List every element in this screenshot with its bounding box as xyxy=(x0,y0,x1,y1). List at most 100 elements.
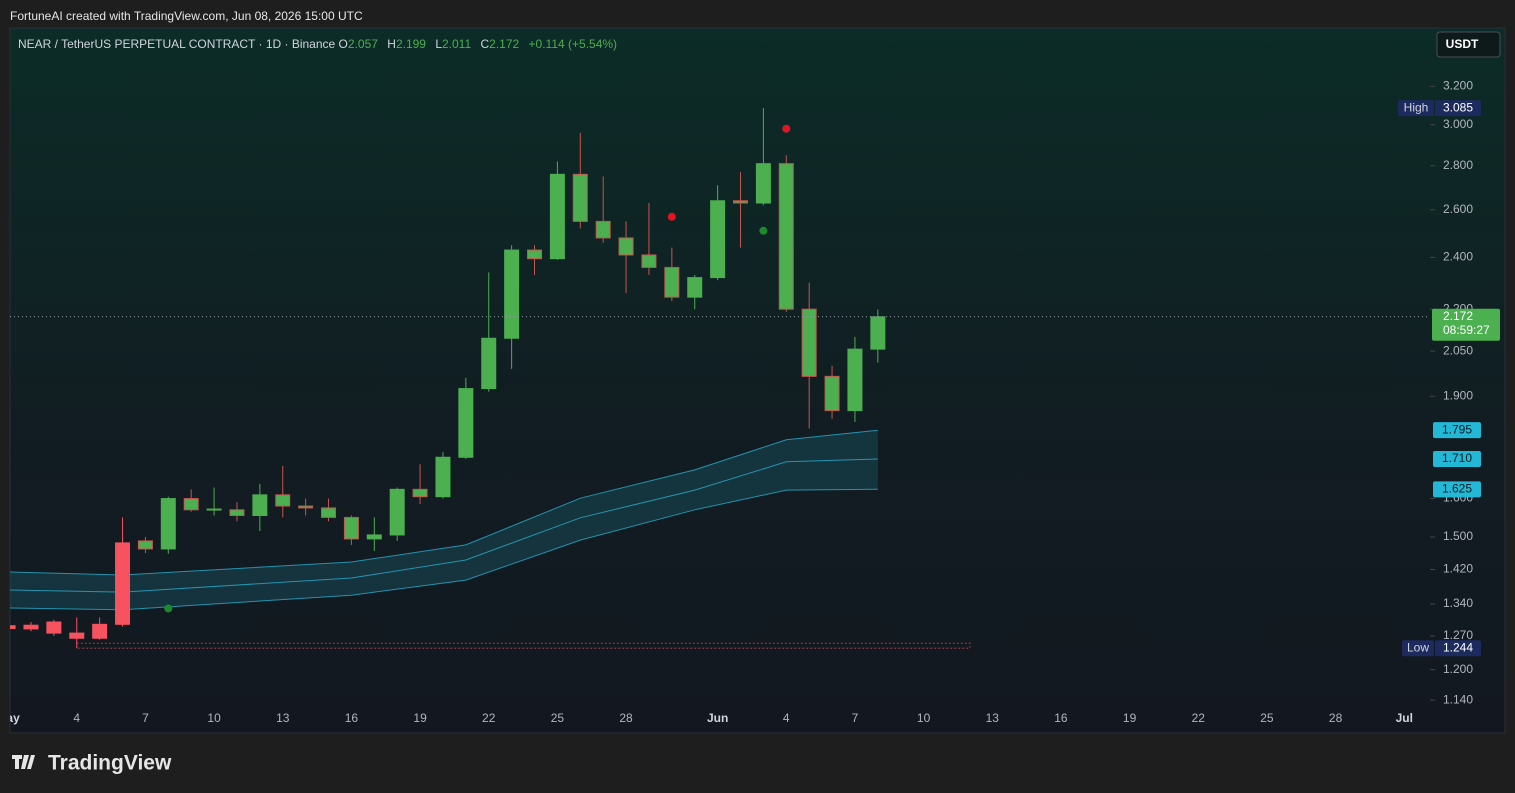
x-tick-label: 13 xyxy=(986,711,1000,725)
ribbon-price-box xyxy=(1433,422,1481,439)
candle-body xyxy=(10,625,16,629)
low-price-label: 1.244 xyxy=(1443,640,1473,654)
brand-logo xyxy=(12,755,35,769)
open-value: 2.057 xyxy=(347,37,378,51)
y-tick-label: 1.500 xyxy=(1443,529,1473,543)
close-label: C xyxy=(480,37,490,51)
candle-body xyxy=(778,163,794,310)
signal-dot xyxy=(759,226,768,235)
high-label: H xyxy=(387,37,396,51)
ribbon-price-label: 1.710 xyxy=(1442,451,1472,465)
y-tick-label: 1.900 xyxy=(1443,389,1473,403)
x-tick-label: 25 xyxy=(551,711,565,725)
x-tick-label: Jul xyxy=(1396,711,1413,725)
x-tick-label: 16 xyxy=(345,711,359,725)
candle-body xyxy=(23,624,39,630)
legend: NEAR / TetherUS PERPETUAL CONTRACT · 1D … xyxy=(18,37,623,51)
credit: FortuneAI created with TradingView.com, … xyxy=(10,9,363,23)
candle-body xyxy=(870,316,886,350)
x-tick-label: 13 xyxy=(276,711,290,725)
candle-body xyxy=(733,200,749,204)
y-tick-label: 2.800 xyxy=(1443,158,1473,172)
candle-body xyxy=(366,534,382,540)
candle-body xyxy=(206,508,222,511)
ribbon-price-label: 1.625 xyxy=(1442,482,1472,496)
candle-body xyxy=(229,509,245,517)
x-tick-label: 4 xyxy=(783,711,790,725)
currency-button[interactable] xyxy=(1436,31,1501,58)
signal-dot xyxy=(782,124,791,133)
symbol: NEAR / TetherUS PERPETUAL CONTRACT · 1D … xyxy=(18,37,336,51)
y-tick-label: 1.270 xyxy=(1443,628,1473,642)
high-price-box xyxy=(1435,100,1481,117)
x-tick-label: 10 xyxy=(207,711,221,725)
candle-body xyxy=(641,254,657,268)
high-price-label: 3.085 xyxy=(1443,100,1473,114)
candle-body xyxy=(160,498,176,550)
candle-body xyxy=(115,542,131,625)
x-tick-label: Jun xyxy=(707,711,728,725)
x-tick-label: 19 xyxy=(1123,711,1137,725)
low-value: 2.011 xyxy=(442,37,472,51)
x-tick-label: 16 xyxy=(1054,711,1068,725)
candle-body xyxy=(298,505,314,509)
candle-body xyxy=(343,516,359,540)
low-price-box xyxy=(1435,640,1481,657)
x-tick-label: 22 xyxy=(482,711,496,725)
candle-body xyxy=(710,200,726,279)
x-tick-label: 28 xyxy=(1329,711,1343,725)
x-tick-label: 10 xyxy=(917,711,931,725)
ribbon-price-box xyxy=(1433,481,1481,498)
price-badge-value: 2.172 xyxy=(1443,309,1473,323)
low-tag xyxy=(1402,640,1434,657)
candle-body xyxy=(664,266,680,298)
candle-body xyxy=(801,308,817,377)
y-tick-label: 2.400 xyxy=(1443,250,1473,264)
price-badge xyxy=(1432,308,1500,341)
high-tag-label: High xyxy=(1404,100,1429,114)
high-value: 2.199 xyxy=(395,37,426,51)
price-badge-countdown: 08:59:27 xyxy=(1443,323,1490,337)
x-axis: May 4 7 10 13 16 19 22 25 28 Jun 4 7 10 13 16 19 22 25 28 Ju… xyxy=(10,711,1413,725)
candle-body xyxy=(275,494,291,507)
y-tick-label: 1.140 xyxy=(1443,692,1473,706)
candle-body xyxy=(69,632,85,639)
candle-body xyxy=(412,488,428,498)
y-tick-label: 3.000 xyxy=(1443,117,1473,131)
x-tick-label: 28 xyxy=(619,711,633,725)
candle-body xyxy=(458,388,474,458)
low-tag-label: Low xyxy=(1407,640,1429,654)
x-tick-label: 4 xyxy=(73,711,80,725)
candle-body xyxy=(137,540,153,550)
ribbon-middle xyxy=(10,458,878,593)
x-tick-label: 7 xyxy=(142,711,149,725)
signal-dot xyxy=(667,212,676,221)
y-tick-label: 3.200 xyxy=(1443,79,1473,93)
candle-body xyxy=(595,220,611,239)
candle-body xyxy=(527,249,543,260)
ribbon-price-label: 1.795 xyxy=(1442,422,1472,436)
x-tick-label: 22 xyxy=(1192,711,1206,725)
chart-frame xyxy=(9,27,1506,734)
candle-body xyxy=(321,507,337,518)
candle-body xyxy=(481,337,497,390)
ribbon-price-box xyxy=(1433,451,1481,468)
x-tick-label: 25 xyxy=(1260,711,1274,725)
candle-body xyxy=(755,163,771,204)
close-value: 2.172 xyxy=(489,37,520,51)
low-label: L xyxy=(435,37,442,51)
x-tick-label: 19 xyxy=(413,711,427,725)
y-tick-label: 2.050 xyxy=(1443,343,1473,357)
change: +0.114 (+5.54%) xyxy=(528,37,618,51)
candle-body xyxy=(252,494,268,517)
currency-label[interactable]: USDT xyxy=(1446,37,1479,51)
candle-body xyxy=(92,623,108,639)
brand-name: TradingView xyxy=(48,752,172,775)
plot xyxy=(10,108,1430,649)
candle-body xyxy=(687,277,703,298)
candle-body xyxy=(183,498,199,511)
candle-body xyxy=(389,488,405,536)
x-tick-label: 7 xyxy=(852,711,859,725)
